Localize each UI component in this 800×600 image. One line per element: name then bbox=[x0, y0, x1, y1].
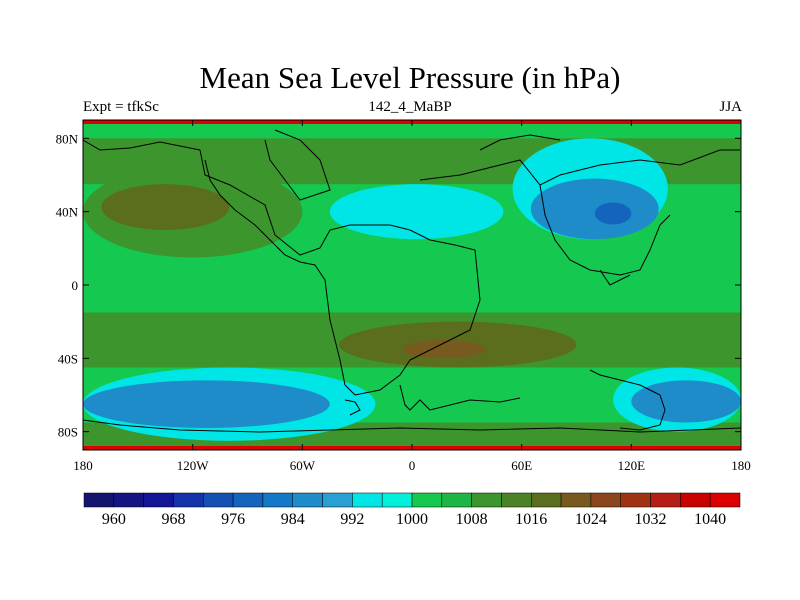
chart-title: Mean Sea Level Pressure (in hPa) bbox=[199, 60, 621, 95]
colorbar-label: 960 bbox=[102, 511, 126, 528]
colorbar-label: 1024 bbox=[575, 511, 607, 528]
colorbar-swatch bbox=[352, 492, 383, 508]
colorbar-label: 976 bbox=[221, 511, 245, 528]
colorbar-label: 1032 bbox=[635, 511, 667, 528]
colorbar-swatch bbox=[531, 492, 562, 508]
colorbar-swatch bbox=[83, 492, 115, 508]
coastlines bbox=[83, 129, 741, 433]
y-axis: 80N 40N 0 40S 80S bbox=[56, 131, 741, 440]
x-tick-label: 180 bbox=[73, 458, 93, 473]
colorbar: 960 968 976 984 992 1000 1008 1016 1024 1032 1040 bbox=[83, 492, 741, 528]
colorbar-label: 1016 bbox=[515, 511, 547, 528]
y-tick-label: 80N bbox=[56, 131, 79, 146]
colorbar-label: 1040 bbox=[694, 511, 726, 528]
pressure-field bbox=[83, 120, 741, 450]
colorbar-swatch bbox=[113, 492, 144, 508]
colorbar-swatch bbox=[411, 492, 443, 508]
season-label: JJA bbox=[719, 99, 742, 115]
colorbar-label: 984 bbox=[281, 511, 305, 528]
pressure-region-976-15 bbox=[594, 202, 632, 225]
y-tick-label: 40N bbox=[56, 205, 79, 220]
colorbar-swatch bbox=[292, 492, 323, 508]
x-tick-label: 120E bbox=[618, 458, 646, 473]
colorbar-swatch bbox=[501, 492, 532, 508]
colorbar-swatch bbox=[173, 492, 204, 508]
pressure-region-984-14 bbox=[530, 178, 659, 240]
colorbar-swatch bbox=[441, 492, 472, 508]
x-tick-label: 60W bbox=[290, 458, 316, 473]
x-tick-label: 120W bbox=[177, 458, 210, 473]
x-tick-label: 60E bbox=[511, 458, 532, 473]
colorbar-swatch bbox=[560, 492, 592, 508]
colorbar-swatch bbox=[381, 492, 413, 508]
colorbar-swatch bbox=[471, 492, 502, 508]
period-label: 142_4_MaBP bbox=[368, 99, 452, 115]
colorbar-swatch bbox=[590, 492, 621, 508]
colorbar-label: 968 bbox=[161, 511, 185, 528]
x-axis: 180 120W 60W 0 60E 120E 180 bbox=[73, 120, 751, 473]
colorbar-swatch bbox=[203, 492, 234, 508]
y-tick-label: 80S bbox=[58, 425, 78, 440]
colorbar-swatch bbox=[620, 492, 651, 508]
colorbar-swatch bbox=[650, 492, 681, 508]
colorbar-swatch bbox=[680, 492, 711, 508]
colorbar-label: 1000 bbox=[396, 511, 428, 528]
colorbar-swatch bbox=[143, 492, 174, 508]
pressure-region-984-9 bbox=[83, 380, 330, 428]
colorbar-swatch bbox=[262, 492, 293, 508]
pressure-region-992-12 bbox=[329, 184, 504, 240]
x-tick-label: 180 bbox=[731, 458, 751, 473]
colorbar-label: 992 bbox=[340, 511, 364, 528]
x-tick-label: 0 bbox=[409, 458, 416, 473]
colorbar-swatch bbox=[232, 492, 264, 508]
y-tick-label: 0 bbox=[72, 278, 79, 293]
experiment-label: Expt = tfkSc bbox=[83, 99, 159, 115]
pressure-region-984-11 bbox=[631, 380, 741, 423]
y-tick-label: 40S bbox=[58, 351, 78, 366]
colorbar-swatch bbox=[322, 492, 353, 508]
colorbar-label: 1008 bbox=[456, 511, 488, 528]
colorbar-swatch bbox=[709, 492, 741, 508]
pressure-region-1016-3 bbox=[101, 184, 230, 230]
